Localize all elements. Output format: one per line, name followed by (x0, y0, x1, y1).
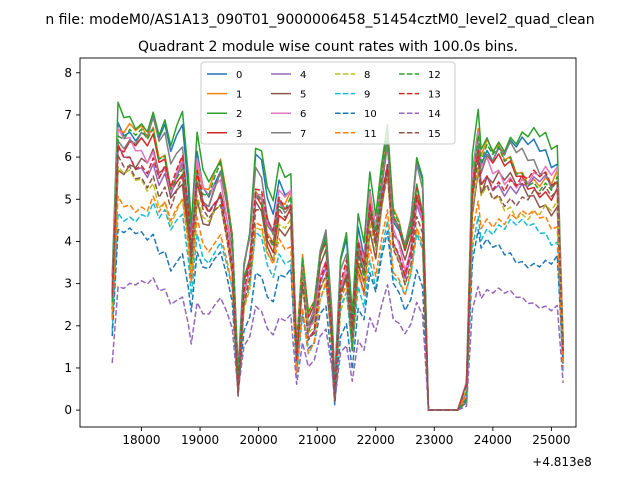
y-tick-label: 8 (64, 66, 72, 80)
series-line-10 (111, 227, 564, 411)
legend-box (200, 61, 456, 145)
x-tick-label: 18000 (122, 433, 160, 447)
legend-label-7: 7 (300, 129, 306, 140)
axes: 18000 19000 20000 21000 22000 23000 24000 25000… (64, 57, 577, 447)
figure-suptitle: n file: modeM0/AS1A13_090T01_9000006458_… (45, 12, 594, 28)
y-tick-label: 1 (64, 361, 72, 375)
y-tick-label: 5 (64, 192, 72, 206)
legend-label-8: 8 (364, 70, 370, 81)
x-tick-label: 19000 (181, 433, 219, 447)
series-line-13 (111, 143, 564, 411)
legend-label-13: 13 (428, 90, 441, 101)
legend-label-1: 1 (236, 90, 242, 101)
legend-label-0: 0 (236, 70, 242, 81)
x-tick-label: 24000 (474, 433, 512, 447)
series-line-15 (111, 154, 564, 411)
x-offset-label: +4.813e8 (532, 455, 591, 469)
series-line-4 (111, 144, 564, 411)
y-tick-label: 7 (64, 108, 72, 122)
legend-label-5: 5 (300, 90, 306, 101)
legend-label-14: 14 (428, 109, 441, 120)
x-tick-label: 21000 (298, 433, 336, 447)
legend-label-11: 11 (364, 129, 377, 140)
x-tick-label: 22000 (357, 433, 395, 447)
legend-label-9: 9 (364, 90, 370, 101)
plot-frame (79, 57, 577, 428)
legend-label-2: 2 (236, 109, 242, 120)
chart-title: Quadrant 2 module wise count rates with … (138, 39, 518, 55)
x-tick-label: 23000 (415, 433, 453, 447)
x-tick-label: 20000 (240, 433, 278, 447)
series-line-9 (111, 201, 564, 411)
y-tick-label: 2 (64, 319, 72, 333)
y-tick-label: 4 (64, 234, 72, 248)
x-tick-label: 25000 (532, 433, 570, 447)
legend-label-4: 4 (300, 70, 306, 81)
y-tick-label: 3 (64, 277, 72, 291)
legend-label-6: 6 (300, 109, 306, 120)
legend-label-3: 3 (236, 129, 242, 140)
legend-label-10: 10 (364, 109, 377, 120)
series-line-14 (111, 277, 564, 411)
legend-label-12: 12 (428, 70, 441, 81)
y-tick-label: 6 (64, 150, 72, 164)
y-tick-label: 0 (64, 403, 72, 417)
legend-label-15: 15 (428, 129, 441, 140)
plot-area (111, 101, 564, 411)
